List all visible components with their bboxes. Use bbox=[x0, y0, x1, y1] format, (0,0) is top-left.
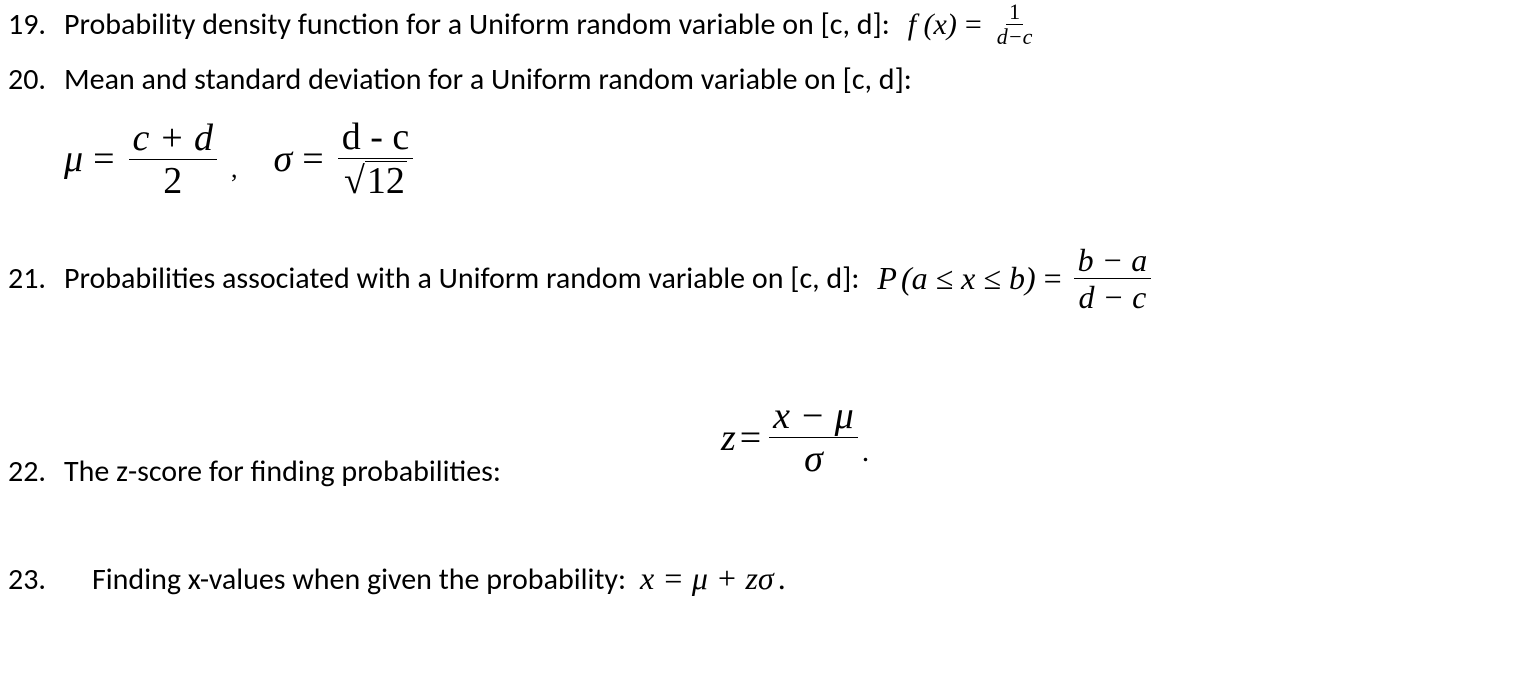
equals-sign: = bbox=[298, 137, 327, 181]
period: . bbox=[778, 560, 786, 597]
item-text: The z-score for finding probabilities: bbox=[64, 453, 501, 490]
formula-prob: P (a ≤ x ≤ b) = b − a d − c bbox=[877, 242, 1155, 315]
fraction: b − a d − c bbox=[1074, 242, 1152, 315]
period: . bbox=[862, 435, 870, 469]
fraction-sd: d - c √ 12 bbox=[338, 116, 414, 202]
fraction-numerator: c + d bbox=[129, 117, 218, 160]
square-root: √ 12 bbox=[344, 161, 407, 200]
fraction-mean: c + d 2 bbox=[129, 117, 218, 202]
fraction-denominator: σ bbox=[800, 438, 827, 480]
item-21: 21. Probabilities associated with a Unif… bbox=[8, 242, 1519, 315]
fraction-denominator: 2 bbox=[159, 160, 186, 202]
document-body: 19. Probability density function for a U… bbox=[0, 0, 1527, 598]
fraction-denominator: √ 12 bbox=[340, 159, 411, 202]
mu-symbol: μ bbox=[64, 137, 83, 181]
formula-pdf: f (x) = 1 d−c bbox=[908, 0, 1040, 49]
item-text: Probability density function for a Unifo… bbox=[64, 6, 890, 43]
fraction-numerator: d - c bbox=[338, 116, 414, 159]
fraction: 1 d−c bbox=[994, 0, 1036, 49]
equals-sign: = bbox=[89, 137, 118, 181]
formula-p: P bbox=[877, 260, 897, 297]
item-number: 23. bbox=[8, 561, 64, 598]
comma: , bbox=[227, 154, 242, 184]
fraction-numerator: 1 bbox=[1006, 0, 1023, 25]
z-symbol: z bbox=[721, 416, 736, 460]
item-19: 19. Probability density function for a U… bbox=[8, 0, 1519, 49]
fraction: x − μ σ bbox=[769, 395, 858, 480]
fraction-denominator: d − c bbox=[1075, 279, 1151, 315]
formula-body: x = μ + zσ bbox=[640, 560, 774, 597]
formula-zscore: z = x − μ σ . bbox=[721, 395, 869, 480]
fraction-numerator: x − μ bbox=[769, 395, 858, 438]
item-20-formula-line: μ = c + d 2 , σ = d - c √ 12 bbox=[64, 116, 1519, 202]
item-number: 22. bbox=[8, 453, 64, 490]
formula-lhs: f (x) bbox=[908, 8, 957, 42]
item-22: 22. The z-score for finding probabilitie… bbox=[8, 405, 1519, 490]
sigma-symbol: σ bbox=[274, 137, 293, 181]
equals-sign: = bbox=[1040, 260, 1066, 297]
formula-mean-sd: μ = c + d 2 , σ = d - c √ 12 bbox=[64, 116, 417, 202]
item-23: 23. Finding x-values when given the prob… bbox=[8, 560, 1519, 598]
item-text: Mean and standard deviation for a Unifor… bbox=[64, 61, 912, 98]
fraction-numerator: b − a bbox=[1074, 242, 1152, 279]
formula-inner: (a ≤ x ≤ b) bbox=[901, 260, 1036, 297]
equals-sign: = bbox=[961, 8, 986, 42]
item-number: 19. bbox=[8, 6, 64, 43]
sqrt-sign-icon: √ bbox=[344, 162, 365, 200]
item-text: Probabilities associated with a Uniform … bbox=[64, 260, 859, 297]
item-text: Finding x-values when given the probabil… bbox=[92, 561, 626, 598]
equals-sign: = bbox=[736, 416, 765, 460]
fraction-denominator: d−c bbox=[994, 25, 1036, 49]
item-number: 20. bbox=[8, 61, 64, 98]
item-20: 20. Mean and standard deviation for a Un… bbox=[8, 61, 1519, 98]
item-number: 21. bbox=[8, 260, 64, 297]
formula-xval: x = μ + zσ . bbox=[640, 560, 786, 597]
sqrt-body: 12 bbox=[365, 161, 407, 200]
